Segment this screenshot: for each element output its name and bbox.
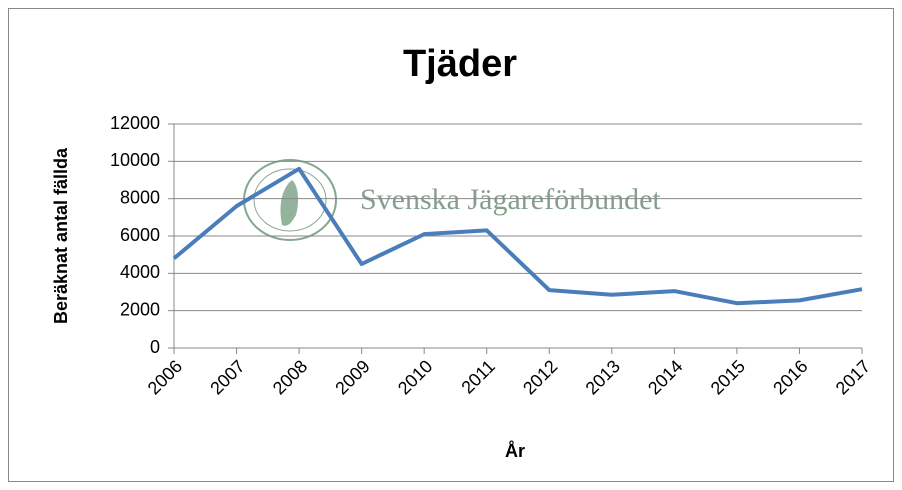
y-axis-label: Beräknat antal fällda bbox=[51, 147, 71, 324]
data-line bbox=[172, 166, 863, 306]
y-tick-label: 4000 bbox=[120, 262, 160, 282]
chart-border bbox=[8, 8, 894, 482]
chart-title: Tjäder bbox=[403, 43, 517, 85]
y-tick-label: 0 bbox=[150, 337, 160, 357]
y-tick-label: 12000 bbox=[110, 113, 160, 133]
y-tick-label: 6000 bbox=[120, 225, 160, 245]
watermark: Svenska Jägareförbundet bbox=[360, 183, 661, 216]
y-tick-label: 10000 bbox=[110, 150, 160, 170]
y-tick-label: 2000 bbox=[120, 299, 160, 319]
y-tick-label: 8000 bbox=[120, 187, 160, 207]
x-axis-label: År bbox=[505, 441, 525, 461]
